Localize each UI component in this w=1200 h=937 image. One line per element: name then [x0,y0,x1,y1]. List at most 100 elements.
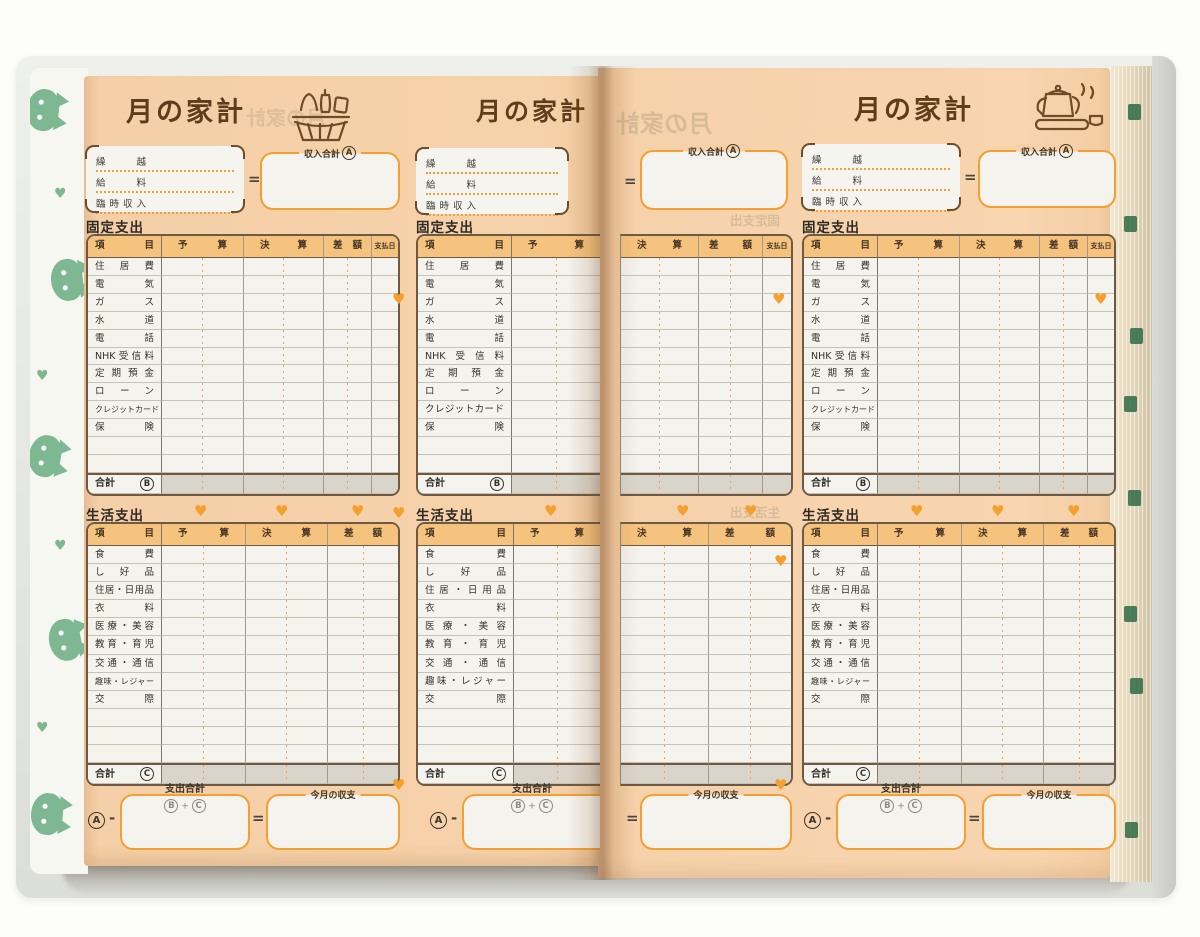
row-label: 教育・育児 [88,636,162,655]
amount-cell [699,329,763,348]
coffee-pot-icon [1034,82,1104,131]
empty-row-label [88,726,162,745]
heart-icon: ♥ [36,720,49,736]
total-cell [324,472,372,494]
heart-icon: ♥ [36,368,49,384]
total-cell [328,763,398,784]
income-row: 臨時収入 [812,191,950,212]
amount-cell [162,455,244,473]
row-label: し好品 [804,564,878,583]
total-cell [512,472,600,494]
payday-cell [763,348,791,366]
fixed-expenses-table: 項目 予算 決算 差額 支払日 住居費 電気 ガス 水道 電話 NHK受信料 定期預金 … [86,234,400,496]
cat-icon [45,616,85,664]
amount-cell [244,383,324,402]
amount-cell [246,636,328,655]
income-row-label: 繰越 [812,154,862,166]
amount-cell [162,564,246,583]
amount-cell [162,293,244,312]
amount-cell [962,636,1044,655]
amount-cell [621,258,699,276]
amount-cell [328,708,398,727]
amount-cell [878,311,960,330]
amount-cell [1044,564,1114,583]
amount-cell [244,258,324,276]
amount-cell [162,636,246,655]
amount-cell [960,311,1040,330]
total-cell [878,763,962,784]
payday-cell [763,365,791,384]
total-cell [1040,472,1088,494]
amount-cell [1044,726,1114,745]
header-cell: 決算 [962,524,1044,546]
amount-cell [244,401,324,420]
circle-b-mark: B [856,476,870,491]
amount-cell [621,275,699,294]
edge-pattern-mark [1125,822,1138,838]
amount-cell [621,419,699,438]
fixed-expenses-heading: 固定支出 [802,220,860,236]
edge-pattern-mark [1130,328,1143,344]
row-label: し好品 [88,564,162,583]
income-total-label: 収入合計 A [298,146,362,160]
household-account-book: ♥ ♥ ♥ ♥ 月の家計 月の家計 固定支出 生活支出 月の家計 [16,56,1176,898]
circle-a-mark: A [1059,144,1074,158]
amount-cell [960,455,1040,473]
amount-cell [709,582,791,601]
income-total-box: 収入合計 A [978,144,1116,208]
amount-cell [878,329,960,348]
amount-cell [328,636,398,655]
amount-cell [621,383,699,402]
empty-row-label [804,726,878,745]
amount-cell [962,618,1044,637]
header-cell: 差額 [1044,524,1114,546]
amount-cell [514,546,600,565]
empty-row-label [88,708,162,727]
amount-cell [878,654,962,673]
amount-cell [512,293,600,312]
page-title: 月の家計 [126,97,246,128]
amount-cell [621,600,709,619]
row-label: 定期預金 [804,365,878,384]
amount-cell [621,636,709,655]
amount-cell [514,708,600,727]
amount-cell [962,564,1044,583]
monthly-balance-box: 今月の収支 [266,788,400,850]
header-cell: 項目 [804,524,878,546]
amount-cell [960,365,1040,384]
amount-cell [514,636,600,655]
amount-cell [328,600,398,619]
cat-icon [30,791,65,837]
amount-cell [878,293,960,312]
amount-cell [512,365,600,384]
empty-row-label [804,455,878,473]
minus-sign: - [109,809,116,827]
living-expenses-table-left: 項目 予算 食費 し好品 住居・日用品 衣料 医療・美容 教育・育児 交通・通信 … [416,522,600,786]
income-row-label: 繰越 [96,156,146,168]
amount-cell [709,600,791,619]
heart-icon: ♥ [991,502,1005,520]
amount-cell [709,690,791,709]
amount-cell [162,347,244,366]
monthly-balance-label: 今月の収支 [305,788,361,801]
amount-cell [246,618,328,637]
row-label: 住居・日用品 [88,582,162,601]
amount-cell [162,311,244,330]
total-row-label: 合計 B [88,472,162,494]
amount-cell [244,347,324,366]
total-cell [372,472,398,494]
amount-cell [514,690,600,709]
amount-cell [324,437,372,456]
amount-cell [960,383,1040,402]
payday-cell [1088,365,1114,384]
amount-cell [878,347,960,366]
amount-cell [878,582,962,601]
empty-row-label [418,708,514,727]
circle-a-mark: A [726,144,741,158]
empty-row-label [418,744,514,763]
income-entry-box: 繰越 給料 臨時収入 [801,143,961,212]
amount-cell [878,437,960,456]
amount-cell [246,744,328,763]
amount-cell [244,293,324,312]
income-row: 繰越 [96,151,234,172]
